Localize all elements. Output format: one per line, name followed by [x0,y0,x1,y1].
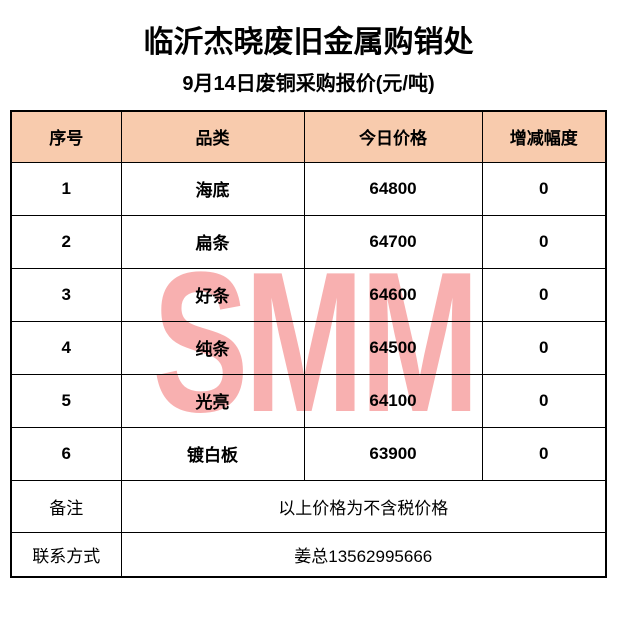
category-cell: 海底 [120,161,305,216]
change-cell: 0 [481,161,607,216]
category-cell: 镀白板 [120,426,305,481]
page-title: 临沂杰晓废旧金属购销处 [143,26,474,59]
header-category: 品类 [120,110,305,163]
price-cell: 64800 [303,161,483,216]
category-cell: 扁条 [120,214,305,269]
row-number-cell: 5 [10,373,122,428]
change-cell: 0 [481,373,607,428]
page-subtitle: 9月14日废铜采购报价(元/吨) [182,73,435,95]
change-cell: 0 [481,426,607,481]
row-number-cell: 1 [10,161,122,216]
note-value: 以上价格为不含税价格 [120,479,607,533]
category-cell: 好条 [120,267,305,322]
price-cell: 64700 [303,214,483,269]
table-row: 6 镀白板 63900 0 [10,426,607,481]
table-row: 3 好条 64600 0 [10,267,607,322]
price-cell: 63900 [303,426,483,481]
price-cell: 64100 [303,373,483,428]
table-row: 1 海底 64800 0 [10,161,607,216]
header-serial: 序号 [10,110,122,163]
note-label: 备注 [10,479,122,533]
row-number-cell: 6 [10,426,122,481]
row-number-cell: 2 [10,214,122,269]
price-table: 序号 品类 今日价格 增减幅度 1 海底 64800 0 2 扁条 64700 … [10,110,607,578]
header-price: 今日价格 [303,110,483,163]
table-row: 2 扁条 64700 0 [10,214,607,269]
contact-value: 姜总13562995666 [120,531,607,578]
category-cell: 光亮 [120,373,305,428]
change-cell: 0 [481,320,607,375]
table-header-row: 序号 品类 今日价格 增减幅度 [10,110,607,163]
row-number-cell: 4 [10,320,122,375]
price-cell: 64600 [303,267,483,322]
header-change: 增减幅度 [481,110,607,163]
change-cell: 0 [481,214,607,269]
row-number-cell: 3 [10,267,122,322]
table-row: 5 光亮 64100 0 [10,373,607,428]
category-cell: 纯条 [120,320,305,375]
table-row: 4 纯条 64500 0 [10,320,607,375]
contact-label: 联系方式 [10,531,122,578]
price-cell: 64500 [303,320,483,375]
note-row: 备注 以上价格为不含税价格 [10,479,607,533]
contact-row: 联系方式 姜总13562995666 [10,531,607,578]
change-cell: 0 [481,267,607,322]
